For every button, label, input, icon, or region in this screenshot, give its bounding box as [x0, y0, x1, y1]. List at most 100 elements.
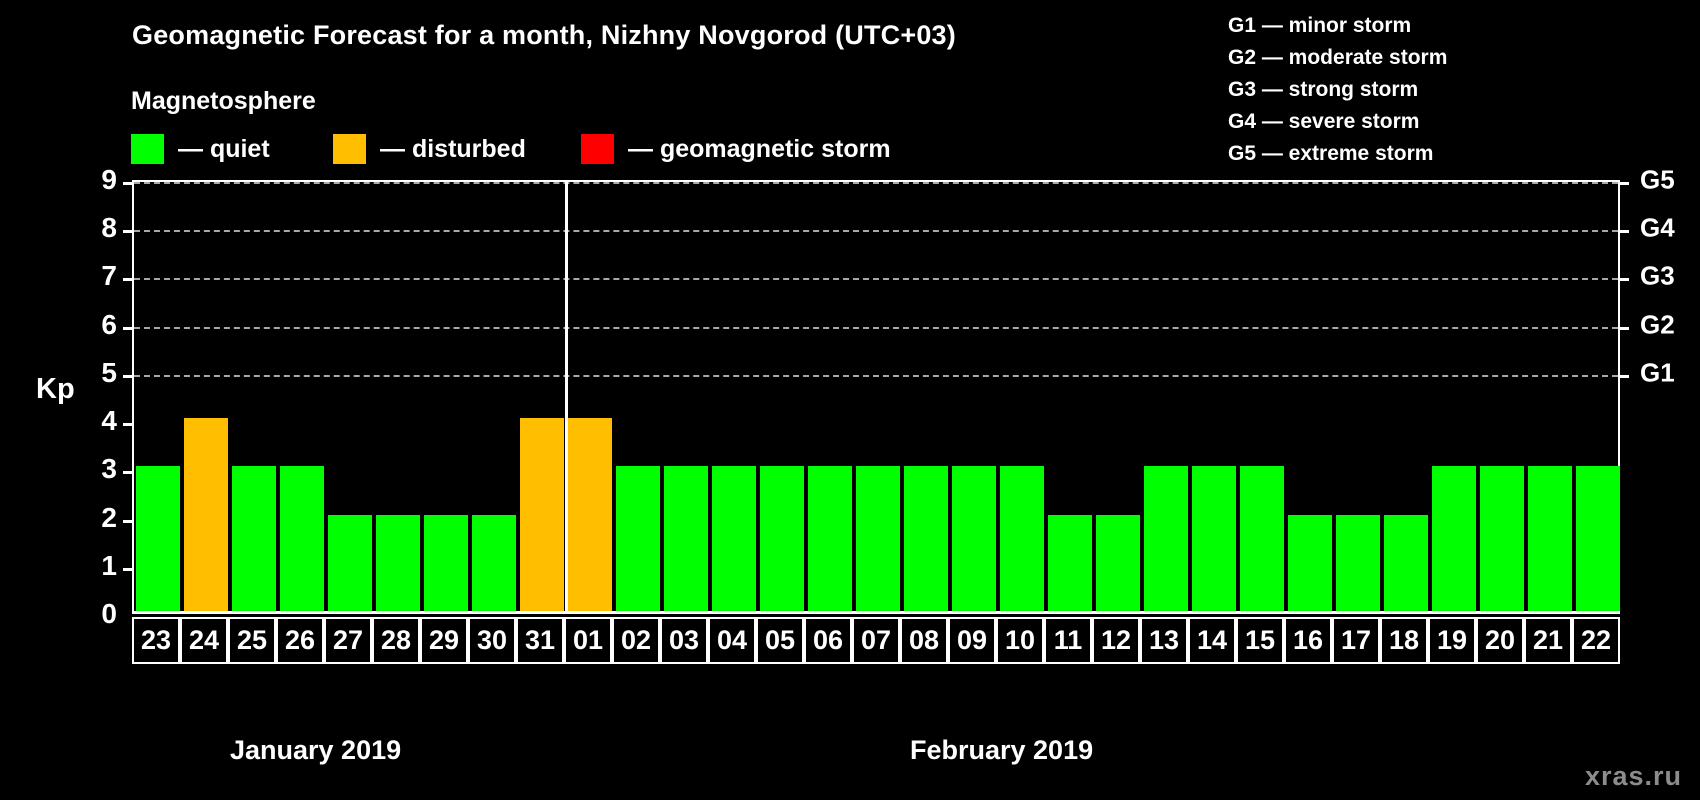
y-axis-tick [123, 471, 134, 475]
y-axis-title: Kp [36, 373, 75, 405]
day-label: 26 [276, 617, 324, 664]
bar [616, 466, 660, 611]
bar [1384, 514, 1428, 611]
y-axis-tick [123, 374, 134, 378]
day-label: 20 [1476, 617, 1524, 664]
page-title: Geomagnetic Forecast for a month, Nizhny… [132, 20, 956, 50]
day-label: 13 [1140, 617, 1188, 664]
day-label: 24 [180, 617, 228, 664]
bar [376, 514, 420, 611]
bar [856, 466, 900, 611]
legend-item-label: — disturbed [380, 134, 526, 163]
gridline [134, 326, 1618, 329]
g-scale-item: G3 — strong storm [1228, 78, 1419, 101]
day-label: 12 [1092, 617, 1140, 664]
bar [184, 418, 228, 611]
bar [1576, 466, 1620, 611]
day-label: 27 [324, 617, 372, 664]
legend-item-label: — geomagnetic storm [628, 134, 891, 163]
bar [280, 466, 324, 611]
right-axis-tick [1618, 230, 1629, 234]
day-label: 06 [804, 617, 852, 664]
bar [1432, 466, 1476, 611]
bar [808, 466, 852, 611]
day-label: 31 [516, 617, 564, 664]
y-axis-tick [123, 519, 134, 523]
day-label: 02 [612, 617, 660, 664]
bar [472, 514, 516, 611]
day-label: 14 [1188, 617, 1236, 664]
day-label: 25 [228, 617, 276, 664]
bar [904, 466, 948, 611]
day-label: 21 [1524, 617, 1572, 664]
month-caption: January 2019 [230, 735, 402, 765]
right-axis-tick [1618, 278, 1629, 282]
watermark: xras.ru [1584, 761, 1682, 791]
y-axis-tick [123, 182, 134, 185]
bar [1288, 514, 1332, 611]
day-axis: 23 24 25 26 27 28 29 30 31 01 02 03 04 05 06 07 08 09 10 11… [132, 617, 1620, 664]
y-axis-tick-label: 8 [101, 212, 117, 244]
g-scale-item: G4 — severe storm [1228, 110, 1420, 133]
bar [136, 466, 180, 611]
legend-color-swatch [581, 134, 614, 164]
bar [952, 466, 996, 611]
y-axis-tick [123, 278, 134, 282]
day-label: 15 [1236, 617, 1284, 664]
y-axis-tick-label: 2 [101, 501, 117, 533]
day-label: 10 [996, 617, 1044, 664]
gridline [134, 278, 1618, 281]
gridline [134, 374, 1618, 377]
y-axis-tick [123, 423, 134, 427]
right-axis-tick [1618, 182, 1629, 185]
bar [232, 466, 276, 611]
day-label: 28 [372, 617, 420, 664]
y-axis-tick-label: 4 [101, 405, 117, 437]
bar [664, 466, 708, 611]
legend-item: — geomagnetic storm [581, 132, 891, 166]
day-label: 17 [1332, 617, 1380, 664]
bar [1000, 466, 1044, 611]
y-axis-tick [123, 567, 134, 571]
day-label: 18 [1380, 617, 1428, 664]
y-axis-tick-label: 9 [101, 164, 117, 195]
g-scale-item: G2 — moderate storm [1228, 46, 1448, 69]
g-scale-legend: G1 — minor storm G2 — moderate storm G3 … [1228, 10, 1447, 170]
y-axis-tick [123, 326, 134, 330]
day-label: 11 [1044, 617, 1092, 664]
day-label: 22 [1572, 617, 1620, 664]
month-divider [564, 182, 568, 611]
bar [760, 466, 804, 611]
legend-item-label: — quiet [178, 134, 270, 163]
day-label: 04 [708, 617, 756, 664]
day-label: 19 [1428, 617, 1476, 664]
g-scale-item: G1 — minor storm [1228, 14, 1412, 37]
bar [1048, 514, 1092, 611]
right-axis-tick-label: G4 [1640, 212, 1675, 243]
bar [520, 418, 564, 611]
y-axis-tick-label: 1 [101, 549, 117, 581]
day-label: 09 [948, 617, 996, 664]
bar [1480, 466, 1524, 611]
day-label: 05 [756, 617, 804, 664]
right-axis-tick-labels: G1 G2 G3 G4 G5 [1640, 165, 1700, 614]
legend-item: — quiet [131, 132, 270, 166]
bar [1192, 466, 1236, 611]
right-axis-tick-label: G1 [1640, 357, 1675, 388]
day-label: 23 [132, 617, 180, 664]
plot-area [123, 180, 1629, 614]
y-axis-tick-label: 3 [101, 453, 117, 485]
legend-color-swatch [131, 134, 164, 164]
legend-color-swatch [333, 134, 366, 164]
bar [712, 466, 756, 611]
day-label: 29 [420, 617, 468, 664]
right-axis-tick [1618, 326, 1629, 330]
y-axis-tick-label: 7 [101, 260, 117, 292]
day-label: 01 [564, 617, 612, 664]
day-label: 08 [900, 617, 948, 664]
bar [328, 514, 372, 611]
right-axis-tick [1618, 374, 1629, 378]
y-axis-tick-label: 0 [101, 598, 117, 629]
bar [1240, 466, 1284, 611]
